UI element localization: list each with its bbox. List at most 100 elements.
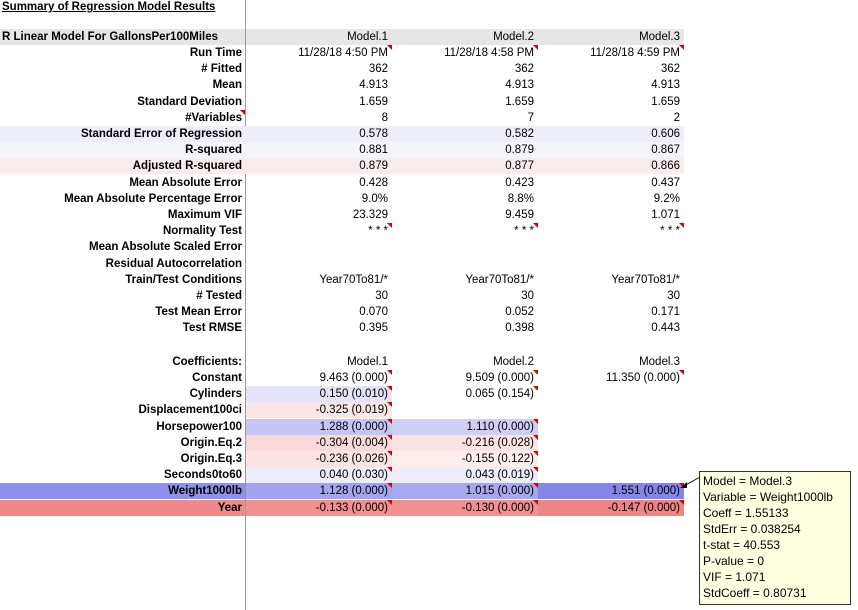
stat-value[interactable]: 1.659 — [505, 96, 534, 108]
stat-value[interactable]: 0.879 — [505, 144, 534, 156]
stat-value[interactable]: 0.428 — [359, 177, 388, 189]
row-highlight — [0, 142, 684, 158]
coef-value[interactable] — [536, 435, 680, 451]
coef-value[interactable]: 1.110 (0.000) — [466, 421, 534, 433]
stat-value[interactable]: 0.423 — [505, 177, 534, 189]
coef-value[interactable] — [536, 467, 680, 483]
comment-marker — [387, 402, 392, 407]
stat-value[interactable] — [244, 256, 388, 272]
stat-value[interactable]: 1.071 — [651, 209, 680, 221]
stat-value[interactable]: 9.459 — [505, 209, 534, 221]
coef-value[interactable]: 1.128 (0.000) — [319, 485, 388, 497]
coef-value[interactable] — [536, 451, 680, 467]
coef-value[interactable] — [536, 386, 680, 402]
stat-value[interactable]: 0.398 — [505, 322, 534, 334]
stat-value[interactable]: 0.578 — [359, 128, 388, 140]
stat-value[interactable] — [390, 239, 534, 255]
comment-marker — [240, 110, 245, 115]
stat-value[interactable]: 0.877 — [505, 160, 534, 172]
stat-value[interactable]: * * * — [368, 225, 388, 237]
stat-value[interactable]: 0.171 — [651, 306, 680, 318]
stat-value[interactable]: 4.913 — [651, 79, 680, 91]
stat-value[interactable]: 0.395 — [359, 322, 388, 334]
stat-value[interactable]: 23.329 — [352, 209, 388, 221]
stat-value[interactable]: 0.437 — [651, 177, 680, 189]
stat-value[interactable]: 4.913 — [359, 79, 388, 91]
header-band — [0, 29, 684, 45]
comment-marker — [533, 223, 538, 228]
coef-value[interactable] — [536, 402, 680, 418]
column-divider — [245, 0, 246, 610]
coef-value[interactable]: 1.551 (0.000) — [611, 485, 680, 497]
stat-value[interactable]: 11/28/18 4:50 PM — [298, 47, 388, 59]
stat-value[interactable]: Year70To81/* — [319, 274, 388, 286]
stat-label: R-squared — [185, 144, 242, 156]
coef-value[interactable]: 1.288 (0.000) — [319, 421, 388, 433]
coef-value[interactable]: 0.040 (0.030) — [319, 469, 388, 481]
stat-value[interactable]: 0.867 — [651, 144, 680, 156]
coef-value[interactable] — [390, 402, 534, 418]
coef-model-header: Model.1 — [347, 356, 388, 368]
coef-value[interactable]: 11.350 (0.000) — [606, 372, 680, 384]
coef-model-header: Model.2 — [493, 356, 534, 368]
stat-value[interactable]: Year70To81/* — [611, 274, 680, 286]
stat-value[interactable]: 9.0% — [361, 193, 388, 205]
stat-value[interactable]: 7 — [527, 112, 534, 124]
coef-label: Seconds0to60 — [164, 469, 242, 481]
stat-value[interactable]: 8 — [381, 112, 388, 124]
stat-value[interactable]: 11/28/18 4:59 PM — [590, 47, 680, 59]
stat-value[interactable]: 9.2% — [653, 193, 680, 205]
coef-value[interactable]: -0.216 (0.028) — [461, 437, 534, 449]
coef-value[interactable]: -0.133 (0.000) — [315, 502, 388, 514]
stat-value[interactable]: 30 — [375, 290, 388, 302]
stat-value[interactable] — [244, 239, 388, 255]
stat-value[interactable]: 1.659 — [651, 96, 680, 108]
coef-value[interactable]: -0.325 (0.019) — [315, 404, 388, 416]
stat-label: Test Mean Error — [155, 306, 242, 318]
coef-value[interactable]: 0.043 (0.019) — [465, 469, 534, 481]
stat-value[interactable]: 0.881 — [359, 144, 388, 156]
comment-marker — [387, 467, 392, 472]
stat-value[interactable]: 8.8% — [507, 193, 534, 205]
coef-value[interactable]: -0.236 (0.026) — [315, 453, 388, 465]
stat-value[interactable]: 11/28/18 4:58 PM — [444, 47, 534, 59]
stat-value[interactable]: 0.582 — [505, 128, 534, 140]
stat-value[interactable]: * * * — [514, 225, 534, 237]
stat-value[interactable]: 0.070 — [359, 306, 388, 318]
stat-value[interactable]: 1.659 — [359, 96, 388, 108]
stat-value[interactable]: 2 — [673, 112, 680, 124]
coef-value[interactable]: -0.155 (0.122) — [461, 453, 534, 465]
coef-value[interactable]: -0.147 (0.000) — [607, 502, 680, 514]
stat-value[interactable]: 0.606 — [651, 128, 680, 140]
coef-value[interactable]: 1.015 (0.000) — [465, 485, 534, 497]
stat-label: Train/Test Conditions — [125, 274, 242, 286]
stat-value[interactable]: 0.879 — [359, 160, 388, 172]
coef-value[interactable]: 0.150 (0.010) — [319, 388, 388, 400]
stat-label: Maximum VIF — [167, 209, 242, 221]
coef-label: Year — [217, 502, 242, 514]
coef-value[interactable]: 0.065 (0.154) — [465, 388, 534, 400]
stat-value[interactable]: 30 — [521, 290, 534, 302]
stat-value[interactable]: 30 — [667, 290, 680, 302]
tooltip-line: Variable = Weight1000lb — [703, 490, 833, 504]
coef-value[interactable]: -0.130 (0.000) — [461, 502, 534, 514]
stat-value[interactable]: Year70To81/* — [465, 274, 534, 286]
comment-marker — [679, 500, 684, 505]
stat-value[interactable] — [536, 256, 680, 272]
coef-label: Constant — [192, 372, 242, 384]
stat-value[interactable]: 4.913 — [505, 79, 534, 91]
stat-value[interactable]: 0.443 — [651, 322, 680, 334]
stat-value[interactable]: 362 — [368, 63, 388, 75]
coef-value[interactable]: -0.304 (0.004) — [315, 437, 388, 449]
stat-value[interactable] — [536, 239, 680, 255]
stat-value[interactable]: 0.052 — [505, 306, 534, 318]
stat-value[interactable]: 0.866 — [651, 160, 680, 172]
stat-value[interactable]: 362 — [660, 63, 680, 75]
coef-value[interactable]: 9.463 (0.000) — [319, 372, 388, 384]
stat-value[interactable]: 362 — [514, 63, 534, 75]
stat-value[interactable]: * * * — [660, 225, 680, 237]
coef-value[interactable]: 9.509 (0.000) — [465, 372, 534, 384]
stat-value[interactable] — [390, 256, 534, 272]
coef-value[interactable] — [536, 419, 680, 435]
row-highlight — [0, 126, 684, 142]
